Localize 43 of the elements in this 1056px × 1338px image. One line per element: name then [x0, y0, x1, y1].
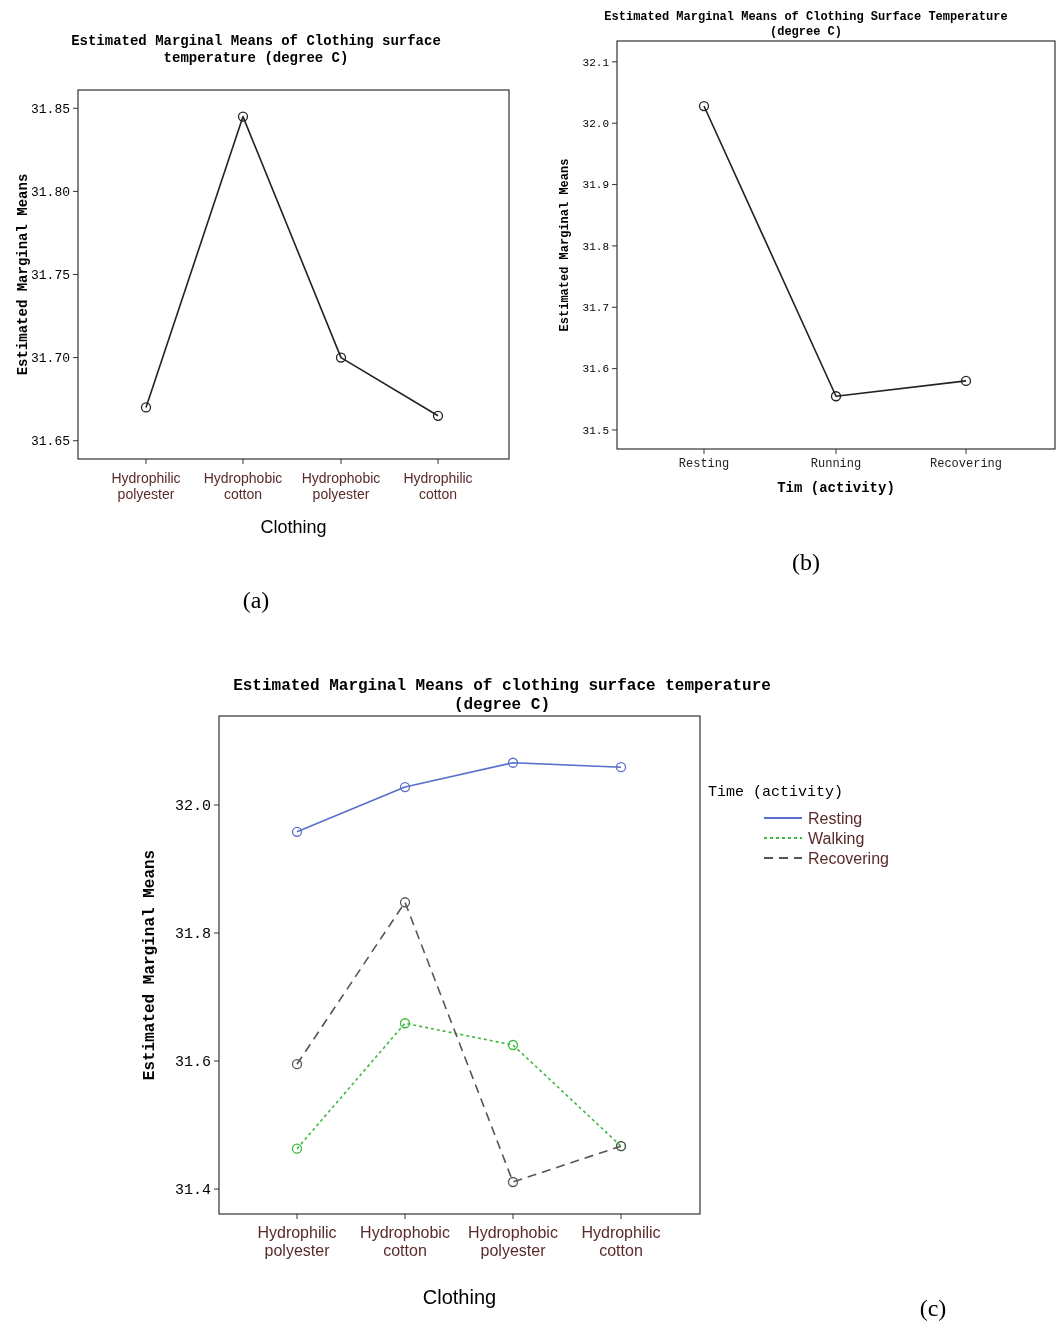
- y-tick-label: 31.80: [30, 184, 70, 200]
- legend-title: Time (activity): [708, 784, 844, 801]
- legend-label: Resting: [808, 809, 863, 827]
- y-tick-label: 31.75: [30, 268, 70, 284]
- y-tick-label: 32.0: [582, 118, 609, 131]
- chart-title: Estimated Marginal Means of clothing surface temperature (degree C): [233, 677, 771, 714]
- x-tick-label: Hydrophobic cotton: [360, 1224, 450, 1259]
- chart-title: Estimated Marginal Means of Clothing Surface Temperature (degree C): [604, 10, 1008, 39]
- x-tick-label: Hydrophobic polyester: [301, 470, 381, 502]
- y-tick-label: 31.65: [30, 434, 70, 450]
- y-tick-label: 31.8: [174, 926, 211, 944]
- y-tick-label: 31.4: [174, 1182, 211, 1200]
- y-tick-label: 31.85: [30, 101, 70, 117]
- x-axis-title: Tim (activity): [777, 480, 895, 496]
- y-tick-label: 31.9: [582, 179, 609, 192]
- x-tick-label: Hydrophobic cotton: [203, 470, 283, 502]
- text: (c): [919, 1295, 947, 1321]
- x-tick-label: Hydrophilic cotton: [581, 1224, 661, 1259]
- y-tick-label: 31.5: [582, 424, 609, 437]
- x-tick-label: Recovering: [929, 457, 1003, 471]
- x-tick-label: Resting: [678, 457, 730, 471]
- y-axis-title: Estimated Marginal Means: [558, 158, 573, 332]
- x-axis-title: Clothing: [260, 517, 327, 537]
- y-tick-label: 31.6: [174, 1054, 211, 1072]
- y-tick-label: 31.8: [582, 240, 609, 253]
- legend-label: Walking: [808, 829, 865, 847]
- legend-label: Recovering: [808, 849, 889, 867]
- x-tick-label: Hydrophobic polyester: [468, 1224, 558, 1259]
- y-axis-title: Estimated Marginal Means: [14, 173, 31, 376]
- y-tick-label: 31.70: [30, 351, 70, 367]
- y-tick-label: 31.6: [582, 363, 609, 376]
- text: (a): [242, 587, 270, 613]
- text: (b): [792, 549, 820, 575]
- chart-title: Estimated Marginal Means of Clothing surface temperature (degree C): [71, 33, 441, 66]
- y-tick-label: 31.7: [582, 302, 609, 315]
- x-tick-label: Hydrophilic polyester: [111, 470, 181, 502]
- y-tick-label: 32.1: [582, 56, 610, 69]
- y-tick-label: 32.0: [174, 798, 211, 816]
- x-tick-label: Hydrophilic cotton: [403, 470, 473, 502]
- x-tick-label: Hydrophilic polyester: [257, 1224, 337, 1259]
- x-axis-title: Clothing: [422, 1286, 497, 1308]
- y-axis-title: Estimated Marginal Means: [140, 849, 159, 1081]
- x-tick-label: Running: [810, 457, 862, 471]
